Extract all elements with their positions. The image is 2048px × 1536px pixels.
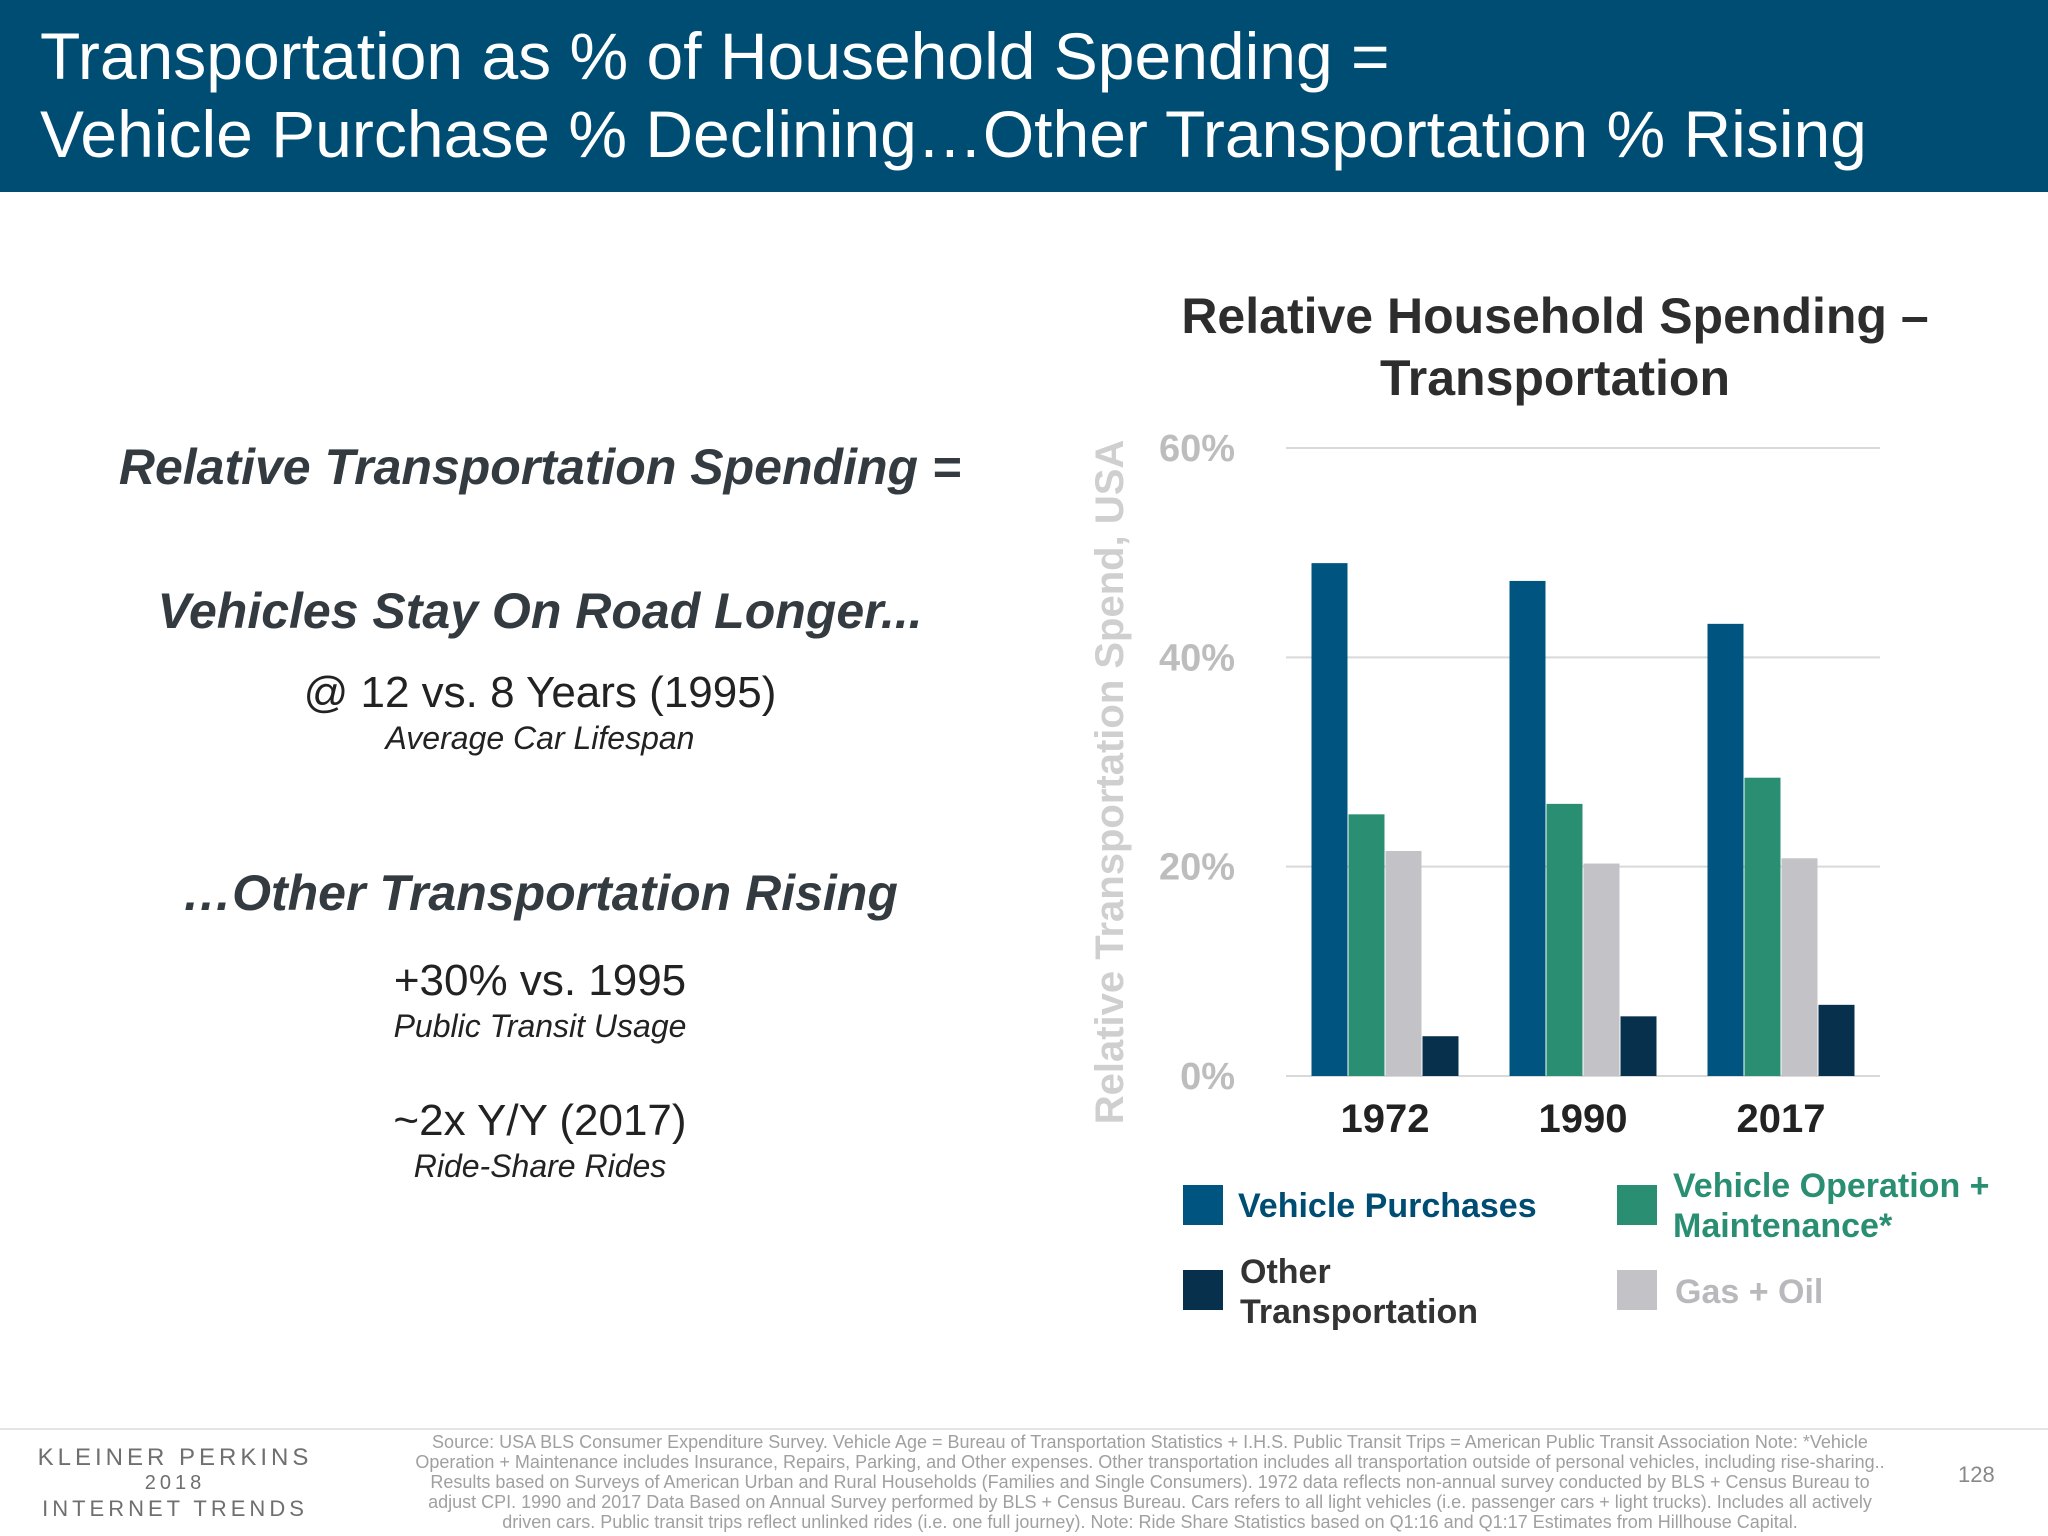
- legend-swatch-vehicle-purchases: [1183, 1185, 1223, 1225]
- source-line-4: adjust CPI. 1990 and 2017 Data Based on …: [428, 1492, 1872, 1512]
- chart-title-line-2: Transportation: [1379, 350, 1731, 406]
- bar-vehicle-purchases-1990: [1509, 580, 1546, 1076]
- title-banner: Transportation as % of Household Spendin…: [0, 0, 2048, 192]
- legend-label-gas-oil: Gas + Oil: [1675, 1273, 1824, 1311]
- legend-label-vehicle-operation: Vehicle Operation + Maintenance*: [1673, 1166, 1990, 1246]
- bar-chart: 0% 20% 40% 60% Relative Transportation Spend…: [1088, 428, 1880, 1141]
- stat-car-lifespan: @ 12 vs. 8 Years (1995): [303, 668, 777, 717]
- legend-swatch-vehicle-operation: [1617, 1185, 1657, 1225]
- x-tick-label-1972: 1972: [1341, 1097, 1430, 1141]
- source-note: Source: USA BLS Consumer Expenditure Sur…: [390, 1432, 1910, 1532]
- brand-year: 2018: [144, 1472, 206, 1494]
- page-number: 128: [1958, 1462, 1995, 1487]
- brand-internet-trends: INTERNET TRENDS: [42, 1496, 308, 1521]
- chart-title: Relative Household Spending – Transporta…: [1080, 285, 2030, 409]
- x-tick-label-2017: 2017: [1737, 1097, 1826, 1141]
- bar-other-transportation-1990: [1620, 1016, 1657, 1076]
- stat-car-lifespan-caption: Average Car Lifespan: [385, 720, 695, 756]
- bar-vehicle-purchases-1972: [1311, 563, 1348, 1076]
- bar-vehicle-purchases-2017: [1707, 623, 1744, 1076]
- stat-ride-share: ~2x Y/Y (2017): [393, 1096, 687, 1145]
- page-title-line-1: Transportation as % of Household Spendin…: [40, 19, 1390, 93]
- y-tick-label: 60%: [1159, 428, 1235, 470]
- legend-label-other-transportation: Other Transportation: [1240, 1252, 1478, 1332]
- source-line-1: Source: USA BLS Consumer Expenditure Sur…: [432, 1432, 1868, 1452]
- legend-label-vehicle-operation-line-2: Maintenance*: [1673, 1207, 1893, 1245]
- bar-gas-oil-1972: [1385, 850, 1422, 1076]
- bar-vehicle-operation-maintenance-1990: [1546, 803, 1583, 1076]
- x-tick-label-1990: 1990: [1539, 1097, 1628, 1141]
- y-tick-label: 40%: [1159, 637, 1235, 679]
- bar-other-transportation-2017: [1818, 1004, 1855, 1076]
- stat-ride-share-caption: Ride-Share Rides: [413, 1148, 667, 1184]
- legend-swatch-gas-oil: [1617, 1270, 1657, 1310]
- y-tick-label: 0%: [1180, 1056, 1235, 1098]
- legend-swatch-other-transportation: [1183, 1270, 1223, 1310]
- stat-public-transit-caption: Public Transit Usage: [393, 1008, 687, 1044]
- source-line-3: Results based on Surveys of American Urb…: [430, 1472, 1870, 1492]
- y-axis-label: Relative Transportation Spend, USA: [1088, 440, 1132, 1125]
- bar-other-transportation-1972: [1422, 1036, 1459, 1076]
- legend-label-vehicle-purchases: Vehicle Purchases: [1238, 1187, 1537, 1225]
- left-heading-2: Vehicles Stay On Road Longer...: [157, 583, 923, 639]
- brand-kleiner-perkins: KLEINER PERKINS: [37, 1444, 313, 1471]
- legend-label-vehicle-operation-line-1: Vehicle Operation +: [1673, 1167, 1990, 1205]
- bar-vehicle-operation-maintenance-1972: [1348, 814, 1385, 1076]
- bar-gas-oil-2017: [1781, 858, 1818, 1076]
- bar-gas-oil-1990: [1583, 863, 1620, 1076]
- chart-title-line-1: Relative Household Spending –: [1181, 288, 1929, 344]
- stat-public-transit: +30% vs. 1995: [393, 956, 687, 1005]
- left-heading-1: Relative Transportation Spending =: [118, 439, 962, 495]
- legend-label-other-line-2: Transportation: [1240, 1293, 1479, 1331]
- source-line-2: Operation + Maintenance includes Insuran…: [415, 1452, 1885, 1472]
- left-heading-3: …Other Transportation Rising: [182, 865, 898, 921]
- bar-vehicle-operation-maintenance-2017: [1744, 777, 1781, 1076]
- y-tick-label: 20%: [1159, 847, 1235, 889]
- page-title-line-2: Vehicle Purchase % Declining…Other Trans…: [40, 97, 1867, 171]
- legend-label-other-line-1: Other: [1240, 1253, 1331, 1291]
- source-line-5: driven cars. Public transit trips reflec…: [502, 1512, 1798, 1532]
- footer-divider: [0, 1428, 2048, 1430]
